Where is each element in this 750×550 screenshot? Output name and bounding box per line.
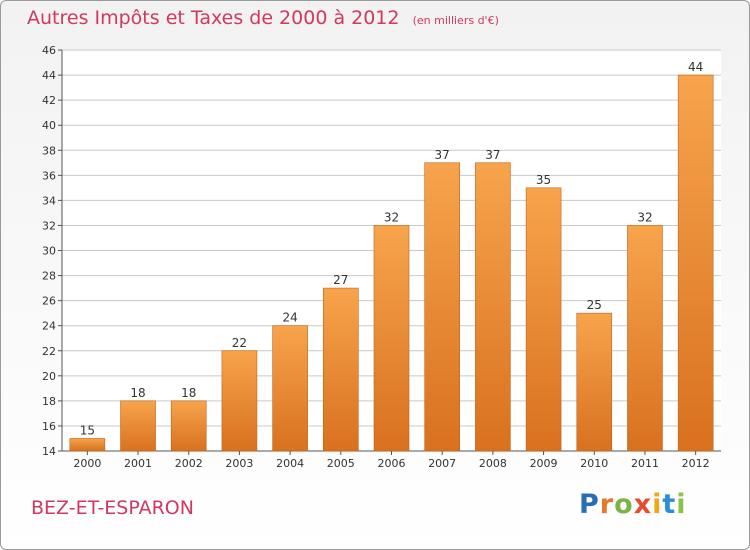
bar-value-label: 24 [282, 311, 297, 325]
y-tick-label: 14 [42, 445, 56, 458]
y-tick-label: 26 [42, 295, 56, 308]
commune-name: BEZ-ET-ESPARON [31, 497, 194, 519]
x-tick-label: 2007 [428, 457, 456, 470]
y-tick-label: 46 [42, 44, 56, 57]
bar-value-label: 27 [333, 273, 348, 287]
bar [323, 287, 359, 452]
logo-letter: i [652, 489, 663, 520]
bar-value-label: 18 [181, 386, 196, 400]
chart-title: Autres Impôts et Taxes de 2000 à 2012 [27, 7, 400, 29]
bar-value-label: 35 [536, 173, 551, 187]
y-tick-label: 40 [42, 119, 56, 132]
bar [627, 225, 663, 452]
bar-value-label: 25 [587, 298, 602, 312]
title-row: Autres Impôts et Taxes de 2000 à 2012 (e… [27, 7, 499, 29]
bar-value-label: 32 [384, 210, 399, 224]
y-tick-label: 36 [42, 169, 56, 182]
logo-letter: t [662, 489, 677, 520]
x-tick-label: 2001 [124, 457, 152, 470]
x-tick-label: 2009 [530, 457, 558, 470]
y-tick-label: 22 [42, 345, 56, 358]
x-tick-label: 2010 [580, 457, 608, 470]
logo-letter: o [614, 489, 634, 520]
x-tick-label: 2012 [682, 457, 710, 470]
proxiti-logo: Proxiti [579, 489, 687, 520]
y-tick-label: 32 [42, 219, 56, 232]
bar-value-label: 37 [435, 148, 450, 162]
bar [576, 312, 613, 452]
bar-value-label: 44 [688, 60, 703, 74]
bar [525, 187, 562, 452]
bar [373, 225, 410, 452]
y-tick-label: 16 [42, 420, 56, 433]
bar [475, 162, 511, 452]
y-tick-label: 28 [42, 270, 56, 283]
bar-value-label: 22 [232, 336, 247, 350]
bar [424, 162, 460, 452]
bar [221, 350, 258, 452]
x-tick-label: 2006 [378, 457, 406, 470]
logo-letter: x [633, 489, 653, 520]
y-tick-label: 24 [42, 320, 56, 333]
bar-value-label: 15 [80, 423, 95, 437]
y-tick-label: 44 [42, 69, 56, 82]
logo-letter: P [579, 489, 600, 520]
x-tick-label: 2004 [276, 457, 304, 470]
x-tick-label: 2005 [327, 457, 355, 470]
bar [677, 74, 714, 452]
bar-value-label: 32 [637, 210, 652, 224]
x-tick-label: 2003 [225, 457, 253, 470]
bar [120, 400, 156, 452]
bar [272, 325, 308, 452]
x-tick-label: 2008 [479, 457, 507, 470]
y-tick-label: 38 [42, 144, 56, 157]
bar-value-label: 18 [130, 386, 145, 400]
logo-letter: i [676, 489, 687, 520]
y-tick-label: 34 [42, 194, 56, 207]
x-tick-label: 2002 [175, 457, 203, 470]
bar [69, 438, 106, 452]
y-tick-label: 30 [42, 245, 56, 258]
x-tick-label: 2000 [73, 457, 101, 470]
bar [170, 400, 207, 452]
chart-subtitle: (en milliers d'€) [412, 14, 499, 27]
y-tick-label: 18 [42, 395, 56, 408]
logo-letter: r [599, 489, 615, 520]
y-tick-label: 20 [42, 370, 56, 383]
y-tick-label: 42 [42, 94, 56, 107]
x-tick-label: 2011 [631, 457, 659, 470]
bar-value-label: 37 [485, 148, 500, 162]
